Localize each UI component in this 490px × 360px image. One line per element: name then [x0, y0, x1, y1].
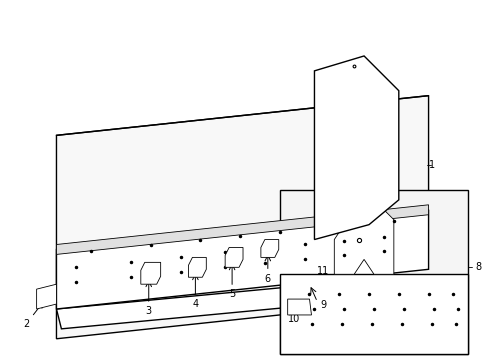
- Text: 8: 8: [475, 262, 481, 272]
- Polygon shape: [56, 205, 429, 255]
- Text: 10: 10: [288, 314, 300, 324]
- Polygon shape: [280, 190, 468, 354]
- Text: 4: 4: [192, 299, 198, 309]
- Text: 6: 6: [265, 274, 271, 284]
- Polygon shape: [56, 96, 429, 339]
- Polygon shape: [288, 299, 312, 315]
- Polygon shape: [315, 56, 399, 239]
- Polygon shape: [56, 210, 429, 309]
- Text: 1: 1: [429, 160, 435, 170]
- Text: 2: 2: [24, 319, 30, 329]
- Polygon shape: [37, 284, 56, 309]
- Text: 7: 7: [374, 86, 380, 96]
- Polygon shape: [280, 274, 468, 354]
- Polygon shape: [56, 274, 429, 329]
- Polygon shape: [189, 257, 206, 277]
- Text: 3: 3: [146, 306, 152, 316]
- Text: 5: 5: [229, 289, 235, 299]
- Polygon shape: [334, 205, 394, 274]
- Polygon shape: [261, 239, 279, 257]
- Text: 9: 9: [320, 300, 326, 310]
- Polygon shape: [141, 262, 161, 284]
- Text: 11: 11: [317, 266, 329, 276]
- Polygon shape: [225, 247, 243, 267]
